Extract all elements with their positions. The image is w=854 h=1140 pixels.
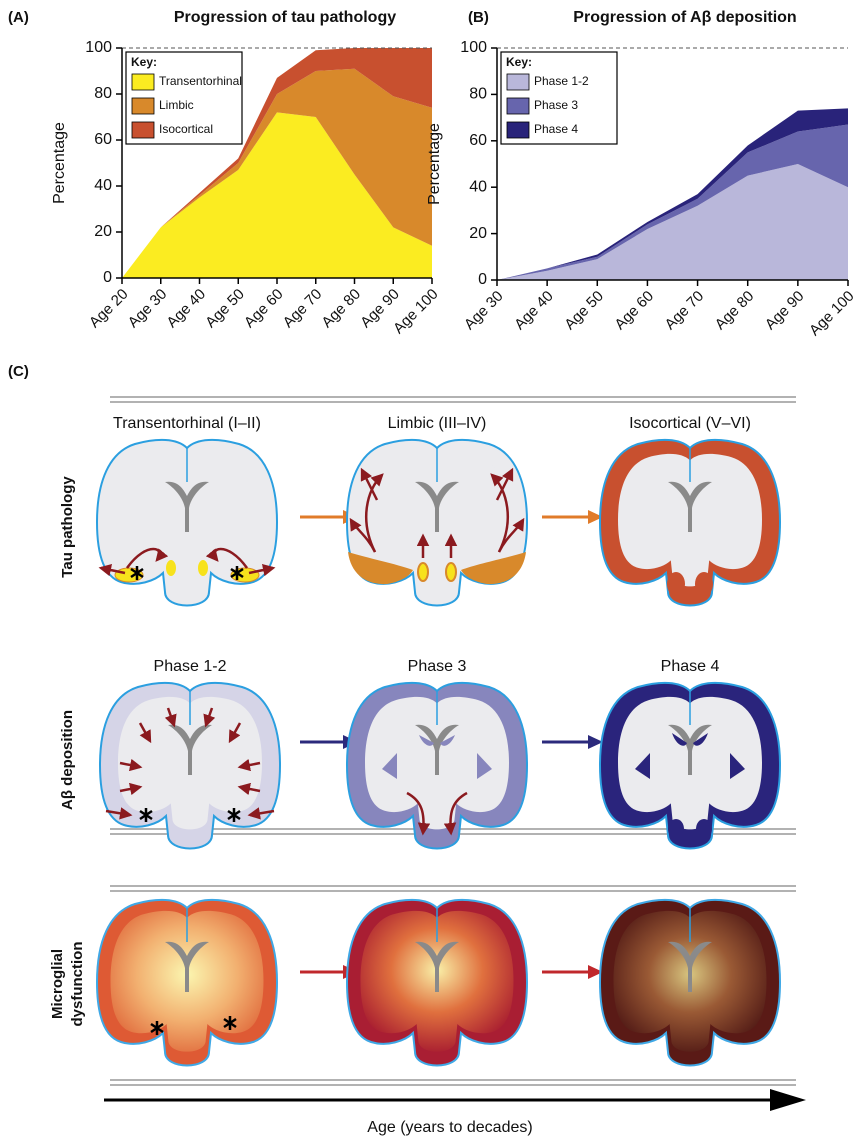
- legend-swatch: [132, 74, 154, 90]
- legend-swatch: [132, 98, 154, 114]
- y-tick-label: 80: [94, 85, 112, 102]
- legend-title: Key:: [131, 55, 157, 69]
- legend-label: Phase 1-2: [534, 74, 589, 88]
- stage-title: Transentorhinal (I–II): [113, 415, 261, 432]
- x-tick-label: Age 70: [280, 286, 326, 332]
- brain: [347, 440, 527, 606]
- y-tick-label: 60: [94, 131, 112, 148]
- y-axis-label: Percentage: [426, 123, 443, 205]
- x-axis-label: Age (years to decades): [367, 1119, 532, 1136]
- stage-title: Limbic (III–IV): [388, 415, 487, 432]
- brain: [100, 683, 280, 849]
- y-tick-label: 20: [469, 225, 487, 242]
- legend-label: Phase 4: [534, 122, 578, 136]
- x-tick-label: Age 60: [611, 288, 657, 334]
- x-tick-label: Age 80: [318, 286, 364, 332]
- x-tick-label: Age 60: [241, 286, 287, 332]
- y-tick-label: 0: [478, 271, 487, 288]
- legend-title: Key:: [506, 55, 532, 69]
- legend-label: Phase 3: [534, 98, 578, 112]
- x-tick-label: Age 40: [163, 286, 209, 332]
- y-tick-label: 80: [469, 86, 487, 103]
- stage-title: Phase 3: [408, 658, 467, 675]
- tau-spot: [695, 572, 713, 596]
- area: [497, 164, 848, 280]
- x-tick-label: Age 20: [86, 286, 132, 332]
- row-label: Microglial: [49, 949, 66, 1019]
- stage-title: Phase 1-2: [154, 658, 227, 675]
- brain: [600, 440, 780, 606]
- chart-title: Progression of Aβ deposition: [573, 9, 796, 26]
- legend-label: Isocortical: [159, 122, 213, 136]
- legend-swatch: [507, 98, 529, 114]
- x-tick-label: Age 100: [806, 288, 854, 340]
- stage-title: Isocortical (V–VI): [629, 415, 751, 432]
- row-label: dysfunction: [69, 942, 86, 1027]
- y-tick-label: 100: [460, 39, 487, 56]
- x-tick-label: Age 50: [561, 288, 607, 334]
- plaque: [696, 819, 712, 839]
- x-tick-label: Age 90: [762, 288, 808, 334]
- brain: [347, 683, 527, 849]
- figure: (C) Transentorhinal (I–II) Limbic (III–I…: [0, 0, 854, 1140]
- x-tick-label: Age 40: [511, 288, 557, 334]
- x-tick-label: Age 30: [461, 288, 507, 334]
- y-axis-label: Percentage: [51, 122, 68, 204]
- brain: [97, 440, 277, 606]
- legend-swatch: [507, 74, 529, 90]
- tau-spot: [667, 572, 685, 596]
- tau-spot: [446, 563, 456, 581]
- y-tick-label: 40: [94, 177, 112, 194]
- brain: [600, 683, 780, 849]
- tau-spot: [166, 560, 176, 576]
- x-tick-label: Age 70: [662, 288, 708, 334]
- x-tick-label: Age 30: [125, 286, 171, 332]
- brain: [347, 900, 527, 1066]
- legend-label: Limbic: [159, 98, 194, 112]
- tau-spot: [198, 560, 208, 576]
- x-tick-label: Age 50: [202, 286, 248, 332]
- stage-title: Phase 4: [661, 658, 720, 675]
- plaque: [668, 819, 684, 839]
- row-label: Aβ deposition: [59, 710, 76, 810]
- panel-label: (B): [468, 9, 489, 26]
- y-tick-label: 0: [103, 269, 112, 286]
- panel-label: (A): [8, 9, 29, 26]
- panel-label: (C): [8, 363, 29, 380]
- brain: [600, 900, 780, 1066]
- brain: [97, 900, 277, 1066]
- y-tick-label: 40: [469, 178, 487, 195]
- legend-swatch: [507, 122, 529, 138]
- row-label: Tau pathology: [59, 476, 76, 578]
- age-arrow: [104, 1089, 806, 1111]
- y-tick-label: 20: [94, 223, 112, 240]
- tau-spot: [418, 563, 428, 581]
- y-tick-label: 100: [85, 39, 112, 56]
- y-tick-label: 60: [469, 132, 487, 149]
- legend-label: Transentorhinal: [159, 74, 242, 88]
- x-tick-label: Age 80: [712, 288, 758, 334]
- legend-swatch: [132, 122, 154, 138]
- chart-title: Progression of tau pathology: [174, 9, 396, 26]
